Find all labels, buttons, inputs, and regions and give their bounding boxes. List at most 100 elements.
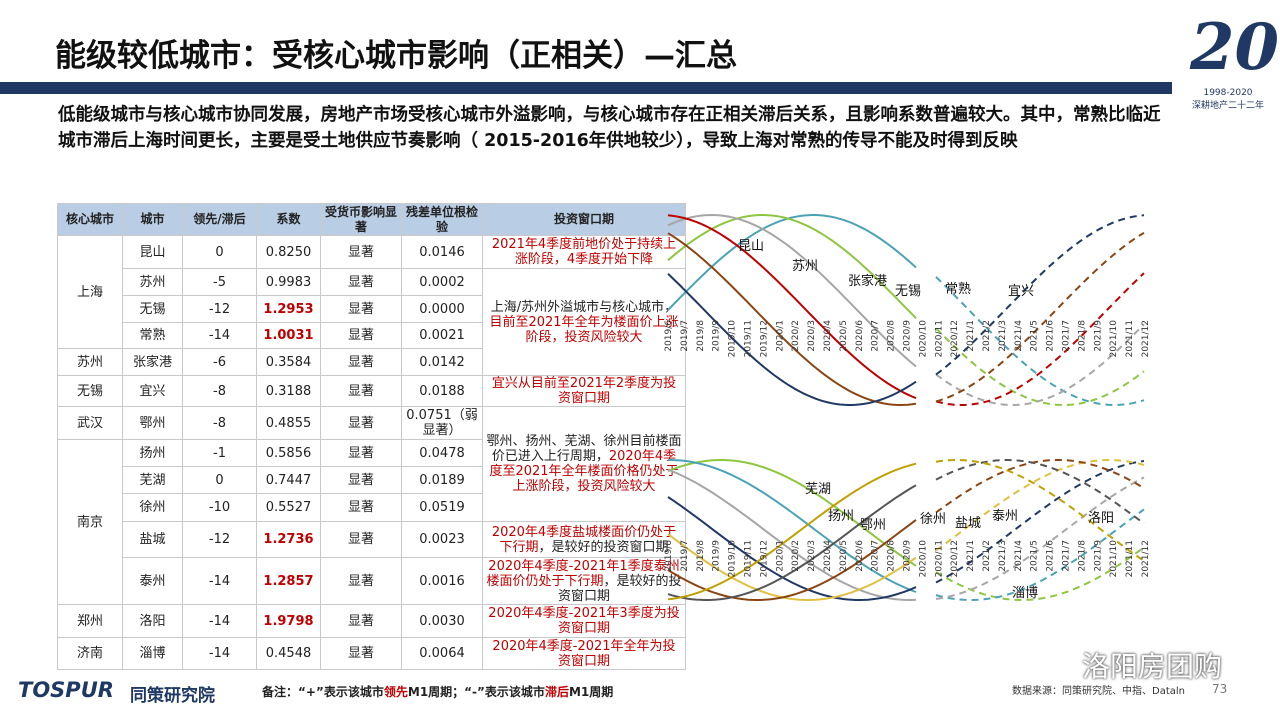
month-label: 2019/8 <box>696 320 706 352</box>
money-effect: 显著 <box>320 375 402 407</box>
curve-solid <box>667 272 917 406</box>
investment-window: 2020年4季度-2021年1季度泰州楼面价仍处于下行期，是较好的投资窗口期 <box>482 557 686 605</box>
logo-years: 1998-2020 <box>1203 88 1253 98</box>
lead: -14 <box>182 637 257 670</box>
lead: -14 <box>182 557 257 605</box>
coefficient: 1.2857 <box>256 557 321 605</box>
residual-test: 0.0519 <box>401 493 483 522</box>
text-segment: M1周期 <box>568 685 614 699</box>
curve-solid <box>667 533 917 602</box>
month-label: 2021/5 <box>1030 320 1040 352</box>
residual-test: 0.0000 <box>401 295 483 323</box>
month-label: 2021/6 <box>1046 540 1056 572</box>
lead: -12 <box>182 521 257 558</box>
month-label: 2020/3 <box>807 320 817 352</box>
column-header: 投资窗口期 <box>482 203 686 236</box>
investment-window: 鄂州、扬州、芜湖、徐州目前楼面价已进入上行周期，2020年4季度至2021年全年… <box>482 406 686 522</box>
month-label: 2021/3 <box>998 540 1008 572</box>
month-label: 2020/4 <box>823 320 833 352</box>
text-segment: 领先 <box>383 685 408 699</box>
investment-window: 2020年4季度-2021年3季度为投资窗口期 <box>482 604 686 638</box>
city-label: 张家港 <box>848 273 887 289</box>
summary: 低能级城市与核心城市协同发展，房地产市场受核心城市外溢影响，与核心城市存在正相关… <box>58 105 1161 151</box>
investment-window: 2020年4季度盐城楼面价仍处于下行期，是较好的投资窗口期 <box>482 521 686 558</box>
column-header: 城市 <box>122 203 183 236</box>
month-label: 2021/11 <box>1125 540 1135 577</box>
residual-test: 0.0030 <box>401 604 483 638</box>
month-label: 2021/10 <box>1109 320 1119 358</box>
month-label: 2020/5 <box>839 320 849 352</box>
curve-dashed <box>935 459 1145 514</box>
coefficient: 1.2953 <box>256 295 321 323</box>
coefficient: 0.7447 <box>256 466 321 494</box>
core-city: 武汉 <box>57 406 123 440</box>
city: 徐州 <box>122 493 183 522</box>
table-row: 苏州 -5 0.9983 显著 0.0002 上海/苏州外溢城市与核心城市，目前至2021… <box>58 268 686 376</box>
month-label: 2021/9 <box>1093 540 1103 572</box>
curve-dashed <box>935 272 1145 406</box>
month-label: 2020/3 <box>807 540 817 572</box>
text-segment: 目前至2021年全年为楼面价上涨阶段，投资风险较大 <box>489 314 679 345</box>
curve-dashed <box>935 459 1145 552</box>
month-label: 2021/12 <box>1141 320 1151 357</box>
curve-dashed <box>935 458 1145 562</box>
month-label: 2021/9 <box>1093 320 1103 352</box>
month-label: 2020/9 <box>903 320 913 352</box>
city: 泰州 <box>122 557 183 605</box>
text-segment: 2020年4季度-2021年3季度为投资窗口期 <box>488 606 680 636</box>
column-header: 系数 <box>256 203 321 236</box>
table-row: 苏州 张家港 -6 0.3584 显著 0.0142 <box>57 348 686 376</box>
city-label: 洛阳 <box>1088 511 1114 526</box>
residual-test: 0.0064 <box>401 637 483 670</box>
city: 昆山 <box>122 235 183 269</box>
table-row: 泰州 -14 1.2857 显著 0.0016 2020年4季度-2021年1季度泰州楼面… <box>58 557 686 605</box>
table-row: 常熟 -14 1.0031 显著 0.0021 <box>58 322 686 349</box>
month-label: 2019/6 <box>664 540 674 572</box>
column-header: 领先/滞后 <box>182 203 257 236</box>
month-label: 2019/11 <box>744 540 754 577</box>
text-segment: 备注： <box>262 685 299 699</box>
month-label: 2021/3 <box>998 320 1008 352</box>
money-effect: 显著 <box>320 466 402 494</box>
watermark: 洛阳房团购 <box>1082 650 1223 683</box>
money-effect: 显著 <box>320 521 402 558</box>
residual-test: 0.0189 <box>401 466 483 494</box>
month-label: 2020/7 <box>871 540 881 572</box>
table-row: 无锡 宜兴 -8 0.3188 显著 0.0188 宜兴从目前至2021年2季度为投资窗口期 <box>57 375 686 407</box>
month-label: 2021/4 <box>1014 540 1024 572</box>
text-segment: 滞后 <box>544 685 569 699</box>
curve-solid <box>668 459 917 593</box>
curve-solid <box>667 519 917 601</box>
month-label: 2021/8 <box>1077 540 1087 572</box>
core-city: 上海 <box>57 235 123 349</box>
text-segment: 2020年4季度-2021年全年为投资窗口期 <box>492 638 676 669</box>
curve-solid <box>667 214 917 400</box>
money-effect: 显著 <box>320 235 402 269</box>
month-label: 2021/2 <box>982 320 992 352</box>
residual-test: 0.0188 <box>401 375 483 407</box>
city-label: 无锡 <box>895 284 921 299</box>
month-label: 2019/12 <box>759 540 769 577</box>
month-label: 2021/8 <box>1077 320 1087 352</box>
lead: -5 <box>182 268 257 296</box>
core-city: 济南 <box>57 637 123 670</box>
month-label: 2020/11 <box>934 540 944 577</box>
text-segment: 上海/苏州外溢城市与核心城市， <box>490 299 678 315</box>
month-label: 2020/10 <box>918 540 928 578</box>
month-label: 2021/7 <box>1062 540 1072 572</box>
month-label: 2019/7 <box>680 540 690 572</box>
month-label: 2019/9 <box>712 320 722 352</box>
money-effect: 显著 <box>320 322 402 349</box>
month-label: 2020/12 <box>950 320 960 357</box>
title-bar <box>0 82 1172 94</box>
city: 鄂州 <box>122 406 183 440</box>
money-effect: 显著 <box>320 268 402 296</box>
month-label: 2021/12 <box>1141 540 1151 577</box>
month-label: 2021/7 <box>1062 320 1072 352</box>
curve-dashed <box>935 459 1145 525</box>
city-label: 盐城 <box>955 516 981 531</box>
coefficient: 1.9798 <box>256 604 321 638</box>
coefficient: 0.3188 <box>256 375 321 407</box>
lead: 0 <box>182 466 257 494</box>
investment-window: 2020年4季度-2021年全年为投资窗口期 <box>482 637 686 670</box>
